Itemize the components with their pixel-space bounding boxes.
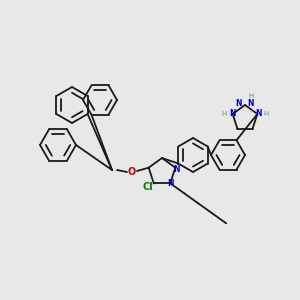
Text: Cl: Cl [142,182,153,192]
Text: N: N [255,110,261,118]
Text: N: N [229,110,235,118]
Text: N: N [236,100,242,109]
Text: H: H [221,111,226,117]
Text: H: H [248,93,253,99]
Text: N: N [173,166,179,175]
Text: O: O [128,167,136,177]
Text: N: N [248,100,254,109]
Text: H: H [263,111,268,117]
Text: N: N [167,179,173,188]
